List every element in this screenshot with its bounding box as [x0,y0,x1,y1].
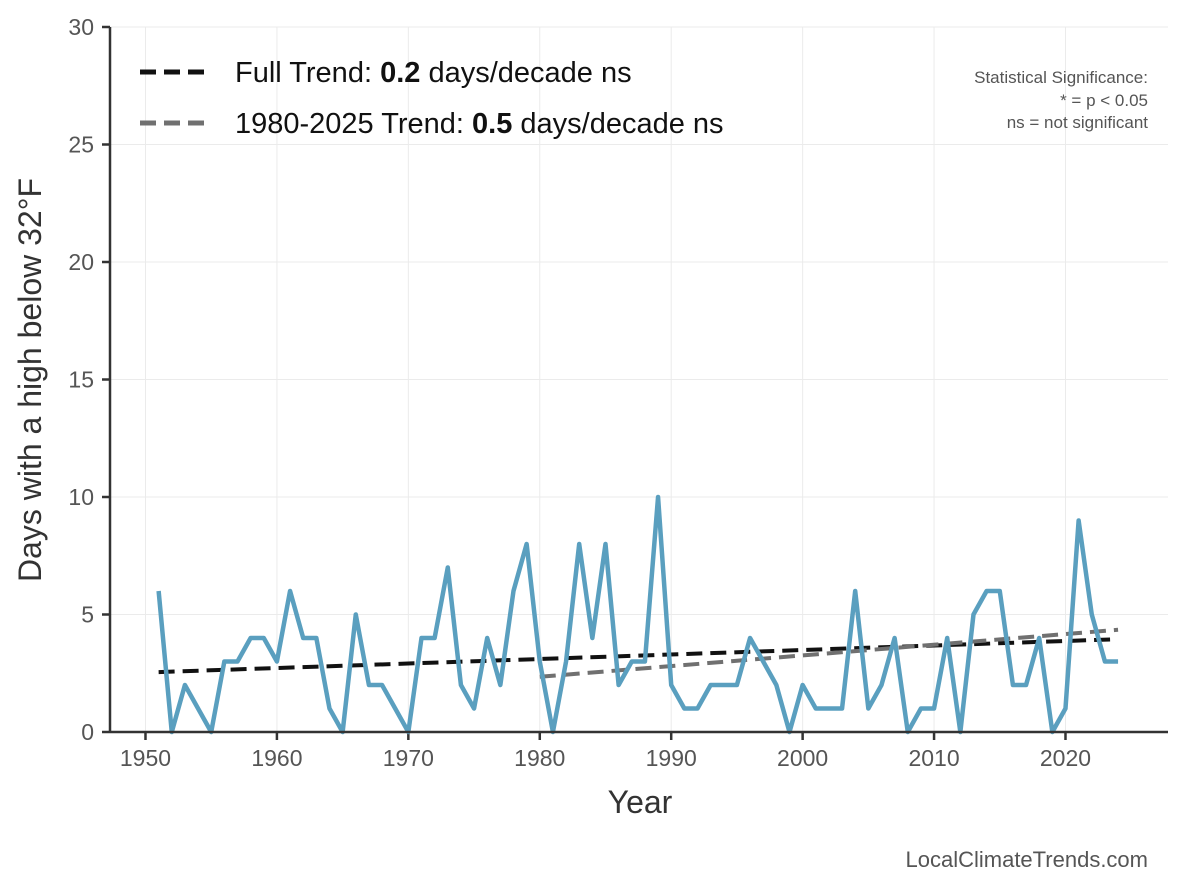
x-tick-label: 1970 [383,745,434,771]
x-tick-label: 1950 [120,745,171,771]
y-tick-label: 20 [68,249,94,275]
y-axis-label: Days with a high below 32°F [12,178,48,582]
y-tick-label: 10 [68,484,94,510]
significance-title: Statistical Significance: [974,68,1148,87]
x-tick-label: 2020 [1040,745,1091,771]
x-tick-label: 1990 [646,745,697,771]
grid [110,26,1168,733]
significance-ns: ns = not significant [1007,113,1149,132]
data-points [158,496,1119,733]
x-tick-label: 2010 [908,745,959,771]
x-tick-label: 1960 [251,745,302,771]
series-line [156,494,1119,735]
x-tick-label: 1980 [514,745,565,771]
legend: Full Trend: 0.2 days/decade ns 1980-2025… [140,57,724,140]
y-tick-label: 25 [68,132,94,158]
x-tick-label: 2000 [777,745,828,771]
trend-line-1980-2025 [539,627,1119,679]
legend-entry-1980-trend: 1980-2025 Trend: 0.5 days/decade ns [235,108,724,140]
y-tick-label: 30 [68,14,94,40]
y-tick-label: 15 [68,367,94,393]
footer-credit: LocalClimateTrends.com [906,847,1149,872]
y-tick-label: 5 [81,602,94,628]
y-tick-label: 0 [81,719,94,745]
significance-star: * = p < 0.05 [1060,91,1148,110]
x-axis-label: Year [608,784,673,820]
trend-lines [158,627,1119,679]
legend-entry-full-trend: Full Trend: 0.2 days/decade ns [235,57,632,89]
ticks: 1950 1960 1970 1980 1990 2000 2010 2020 0 5 10 15 20… [68,14,1091,771]
